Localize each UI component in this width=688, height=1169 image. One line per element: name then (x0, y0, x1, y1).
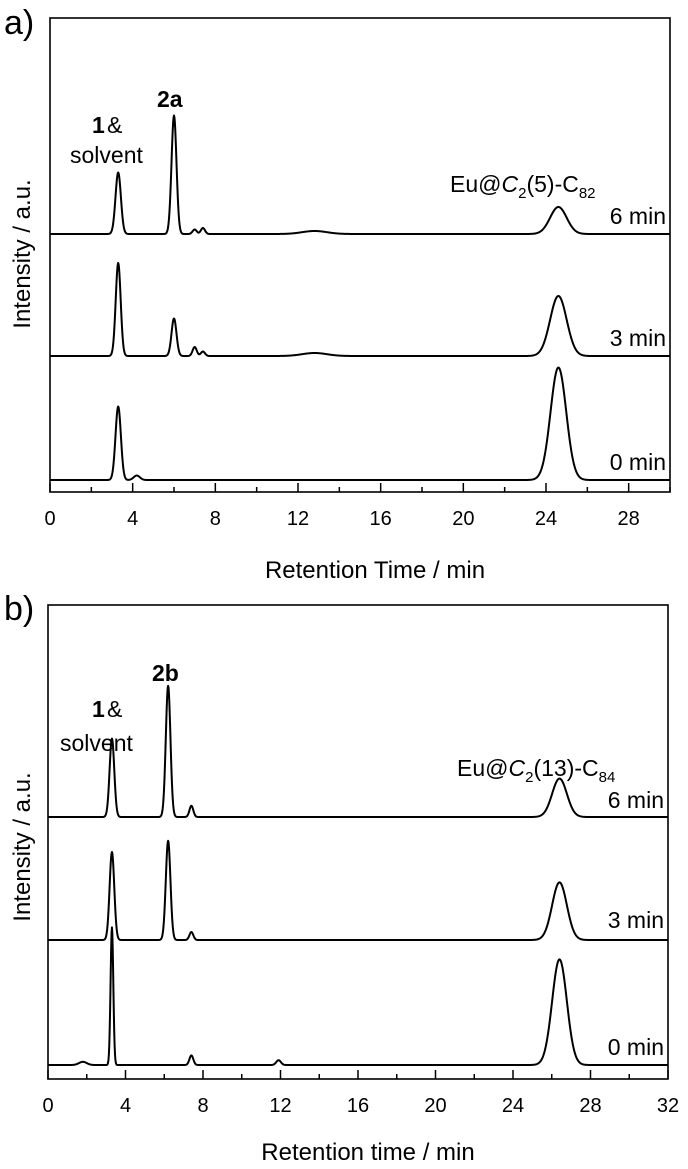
panel-a-x-tick-label: 28 (618, 508, 640, 530)
panel-b-x-ticks (47, 1070, 669, 1079)
panel-a-x-ticks (49, 483, 671, 492)
panel-b-x-tick-label: 32 (657, 1095, 679, 1117)
compound-prefix: Eu@ (457, 755, 508, 781)
panel-a-x-tick-label: 16 (370, 508, 392, 530)
panel-a-x-tick-label: 0 (44, 508, 55, 530)
panel-a-compound-label: Eu@C2(5)-C82 (450, 171, 596, 202)
panel-a-trace-6-min (49, 114, 671, 235)
panel-a-x-tick-label: 12 (287, 508, 309, 530)
panel-a-label: a) (4, 4, 34, 42)
panel-b-peak-label-1: 1 (92, 696, 105, 722)
panel-b-x-tick-label: 12 (269, 1095, 291, 1117)
panel-b-x-tick-label: 4 (120, 1095, 131, 1117)
panel-a-x-tick-label: 4 (127, 508, 138, 530)
compound-carbon-subscript: 82 (579, 185, 596, 202)
panel-b-x-tick-label: 24 (502, 1095, 524, 1117)
compound-carbon-subscript: 84 (599, 769, 616, 786)
panel-a-peak-label-1: 1 (92, 112, 105, 138)
panel-a-trace-label-3-min: 3 min (610, 325, 666, 351)
panel-b-trace-0-min (47, 926, 669, 1066)
panel-a-trace-0-min (49, 366, 671, 481)
compound-cage-symbol: C (501, 171, 518, 197)
panel-a-x-axis-title: Retention Time / min (265, 557, 485, 584)
panel-b-trace-label-0-min: 0 min (608, 1034, 664, 1060)
panel-a-peak-label-2a: 2a (157, 86, 183, 112)
panel-b-label: b) (4, 590, 34, 628)
panel-a-plot-frame (49, 17, 671, 493)
panel-a-x-tick-labels: 0 4 8 12 16 20 24 28 (44, 508, 639, 530)
panel-a-peak-label-solvent: solvent (70, 142, 143, 168)
compound-prefix: Eu@ (450, 171, 501, 197)
panel-a-trace-label-6-min: 6 min (610, 203, 666, 229)
panel-b-x-axis-title: Retention time / min (261, 1139, 474, 1166)
panel-b-plot-frame (47, 604, 669, 1080)
panel-b-peak-label-2b: 2b (152, 660, 179, 686)
panel-b-x-tick-label: 20 (424, 1095, 446, 1117)
compound-isomer: (13)-C (533, 755, 598, 781)
compound-cage-subscript: 2 (518, 185, 526, 202)
panel-a: a) Intensity / a.u. 0 4 8 12 16 20 24 28… (4, 4, 671, 584)
panel-b-x-tick-label: 28 (579, 1095, 601, 1117)
panel-a-x-tick-label: 24 (535, 508, 557, 530)
compound-cage-subscript: 2 (525, 769, 533, 786)
compound-isomer: (5)-C (526, 171, 578, 197)
panel-a-trace-label-0-min: 0 min (610, 449, 666, 475)
panel-b-peak-label-ampersand: & (107, 696, 122, 722)
panel-b-x-tick-label: 8 (197, 1095, 208, 1117)
panel-b-y-axis-title: Intensity / a.u. (9, 772, 36, 921)
panel-a-x-tick-label: 8 (210, 508, 221, 530)
panel-b-trace-6-min (47, 684, 669, 818)
panel-b-trace-3-min (47, 839, 669, 941)
panel-a-trace-3-min (49, 262, 671, 357)
panel-b-x-tick-labels: 0 4 8 12 16 20 24 28 32 (42, 1095, 679, 1117)
panel-b-trace-label-6-min: 6 min (608, 787, 664, 813)
panel-b-trace-label-3-min: 3 min (608, 907, 664, 933)
panel-b-x-tick-label: 0 (42, 1095, 53, 1117)
panel-a-x-tick-label: 20 (452, 508, 474, 530)
panel-b-compound-label: Eu@C2(13)-C84 (457, 755, 615, 786)
panel-a-y-axis-title: Intensity / a.u. (9, 179, 36, 328)
panel-b: b) Intensity / a.u. 0 4 8 12 16 20 24 28… (4, 590, 679, 1166)
panel-a-peak-label-ampersand: & (107, 112, 122, 138)
panel-b-x-tick-label: 16 (347, 1095, 369, 1117)
compound-cage-symbol: C (508, 755, 525, 781)
panel-b-peak-label-solvent: solvent (60, 730, 133, 756)
